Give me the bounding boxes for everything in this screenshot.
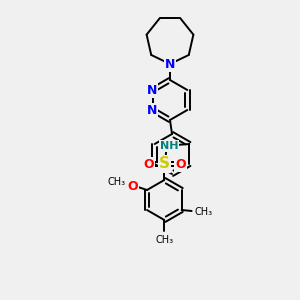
Text: N: N [146, 103, 157, 116]
Text: S: S [159, 157, 170, 172]
Text: CH₃: CH₃ [155, 235, 173, 245]
Text: N: N [146, 83, 157, 97]
Text: O: O [128, 181, 138, 194]
Text: N: N [165, 58, 175, 70]
Text: CH₃: CH₃ [195, 207, 213, 217]
Text: O: O [175, 158, 186, 170]
Text: CH₃: CH₃ [108, 177, 126, 187]
Text: NH: NH [160, 141, 178, 151]
Text: O: O [143, 158, 154, 170]
